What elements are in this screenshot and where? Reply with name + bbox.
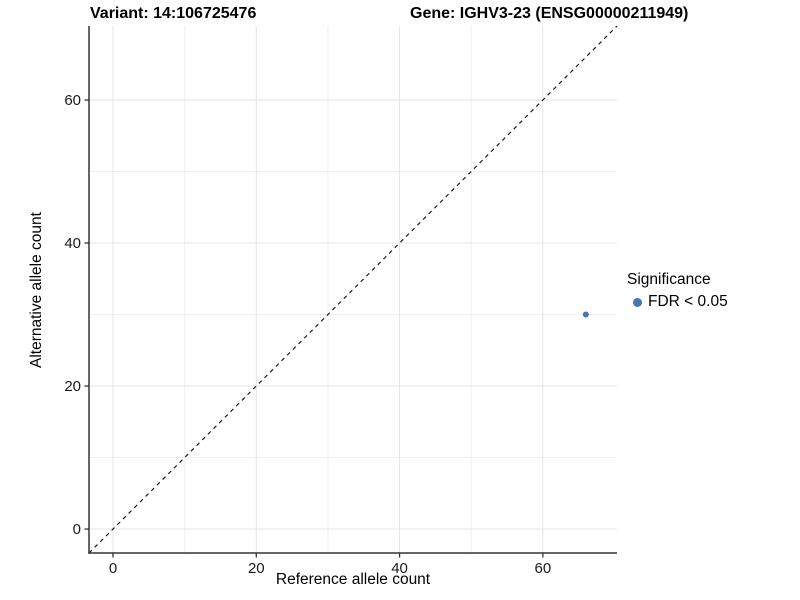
y-axis-title: Alternative allele count bbox=[28, 212, 45, 368]
plot-title-gene: Gene: IGHV3-23 (ENSG00000211949) bbox=[410, 5, 689, 22]
x-tick-label: 20 bbox=[248, 560, 265, 577]
x-tick-label: 60 bbox=[535, 560, 552, 577]
data-point bbox=[582, 311, 589, 318]
legend-item-label: FDR < 0.05 bbox=[648, 293, 728, 310]
legend-title: Significance bbox=[627, 271, 711, 288]
plot-title-variant: Variant: 14:106725476 bbox=[90, 5, 257, 22]
x-tick-label: 0 bbox=[109, 560, 117, 577]
legend-point-icon bbox=[633, 297, 642, 307]
y-tick-label: 20 bbox=[64, 378, 81, 395]
y-tick-label: 60 bbox=[64, 92, 81, 109]
y-tick-label: 40 bbox=[64, 235, 81, 252]
legend-item: FDR < 0.05 bbox=[627, 293, 728, 311]
y-tick-label: 0 bbox=[73, 521, 81, 538]
x-tick-label: 40 bbox=[391, 560, 408, 577]
x-axis-title: Reference allele count bbox=[275, 571, 431, 588]
legend: Significance FDR < 0.05 bbox=[627, 271, 728, 311]
identity-reference-line bbox=[88, 25, 618, 554]
